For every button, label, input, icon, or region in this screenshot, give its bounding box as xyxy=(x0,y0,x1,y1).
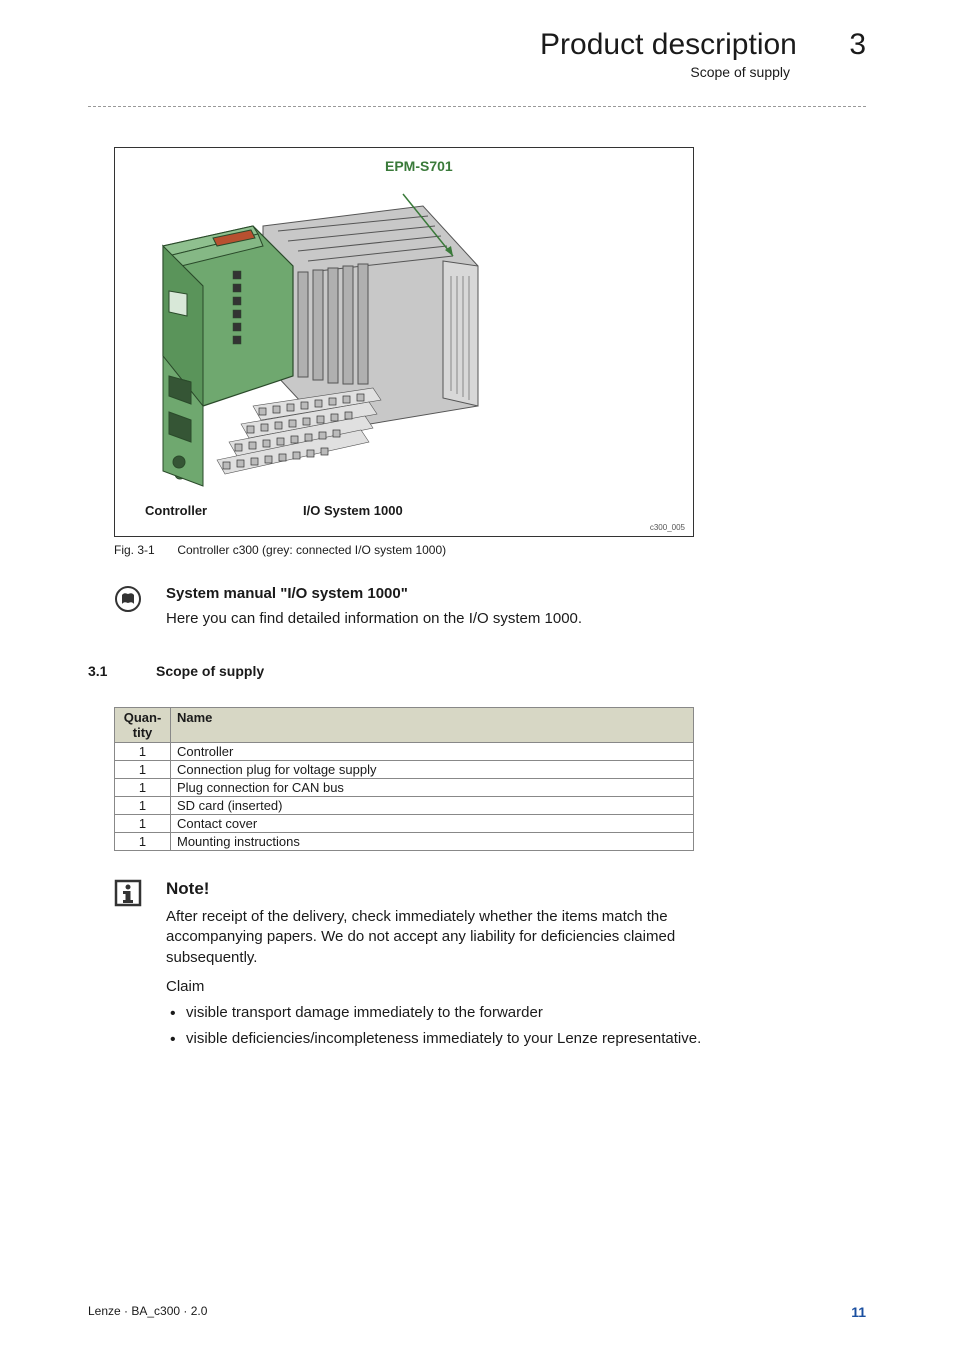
list-item: visible transport damage immediately to … xyxy=(166,1003,726,1023)
note-claim-label: Claim xyxy=(166,978,726,995)
manual-title: System manual "I/O system 1000" xyxy=(166,585,582,602)
figure-label-epm: EPM-S701 xyxy=(385,158,453,174)
page-header: Product description 3 Scope of supply xyxy=(88,28,866,80)
info-icon xyxy=(114,879,142,907)
figure-label-io: I/O System 1000 xyxy=(303,503,403,518)
section-title: Scope of supply xyxy=(156,663,264,679)
list-item: visible deficiencies/incompleteness imme… xyxy=(166,1029,726,1049)
manual-body: Here you can find detailed information o… xyxy=(166,610,582,627)
page-number: 11 xyxy=(851,1304,866,1320)
section-number: 3.1 xyxy=(88,663,122,679)
table-row: 1Contact cover xyxy=(115,815,694,833)
figure-caption-text: Controller c300 (grey: connected I/O sys… xyxy=(177,543,446,557)
figure-box: EPM-S701 xyxy=(114,147,694,537)
table-cell-qty: 1 xyxy=(115,833,171,851)
table-cell-qty: 1 xyxy=(115,761,171,779)
page-footer: Lenze · BA_c300 · 2.0 11 xyxy=(88,1304,866,1320)
manual-reference-block: System manual "I/O system 1000" Here you… xyxy=(114,585,866,627)
table-header-row: Quan- tity Name xyxy=(115,708,694,743)
table-row: 1Controller xyxy=(115,743,694,761)
header-subtitle: Scope of supply xyxy=(88,64,790,80)
manual-icon xyxy=(114,585,142,613)
table-header-qty: Quan- tity xyxy=(115,708,171,743)
scope-table: Quan- tity Name 1Controller1Connection p… xyxy=(114,707,694,851)
figure-ref: c300_005 xyxy=(650,523,685,532)
table-cell-qty: 1 xyxy=(115,815,171,833)
table-cell-name: SD card (inserted) xyxy=(171,797,694,815)
figure-label-controller: Controller xyxy=(145,503,207,518)
table-cell-name: Contact cover xyxy=(171,815,694,833)
footer-left: Lenze · BA_c300 · 2.0 xyxy=(88,1304,207,1320)
figure-caption: Fig. 3-1 Controller c300 (grey: connecte… xyxy=(114,543,866,557)
table-cell-qty: 1 xyxy=(115,797,171,815)
note-body: After receipt of the delivery, check imm… xyxy=(166,907,726,968)
table-cell-name: Mounting instructions xyxy=(171,833,694,851)
note-block: Note! After receipt of the delivery, che… xyxy=(114,879,866,1055)
device-illustration xyxy=(143,176,543,491)
figure-caption-num: Fig. 3-1 xyxy=(114,543,174,557)
header-title: Product description xyxy=(540,28,797,62)
table-cell-name: Connection plug for voltage supply xyxy=(171,761,694,779)
divider-dashed xyxy=(88,106,866,107)
chapter-number: 3 xyxy=(849,28,866,62)
table-cell-name: Plug connection for CAN bus xyxy=(171,779,694,797)
note-title: Note! xyxy=(166,879,726,899)
section-heading: 3.1 Scope of supply xyxy=(88,663,866,679)
note-bullet-list: visible transport damage immediately to … xyxy=(166,1003,726,1050)
controller-svg xyxy=(143,176,543,491)
table-header-name: Name xyxy=(171,708,694,743)
table-cell-qty: 1 xyxy=(115,743,171,761)
table-cell-qty: 1 xyxy=(115,779,171,797)
table-cell-name: Controller xyxy=(171,743,694,761)
table-row: 1SD card (inserted) xyxy=(115,797,694,815)
table-row: 1Connection plug for voltage supply xyxy=(115,761,694,779)
table-row: 1Mounting instructions xyxy=(115,833,694,851)
table-row: 1Plug connection for CAN bus xyxy=(115,779,694,797)
